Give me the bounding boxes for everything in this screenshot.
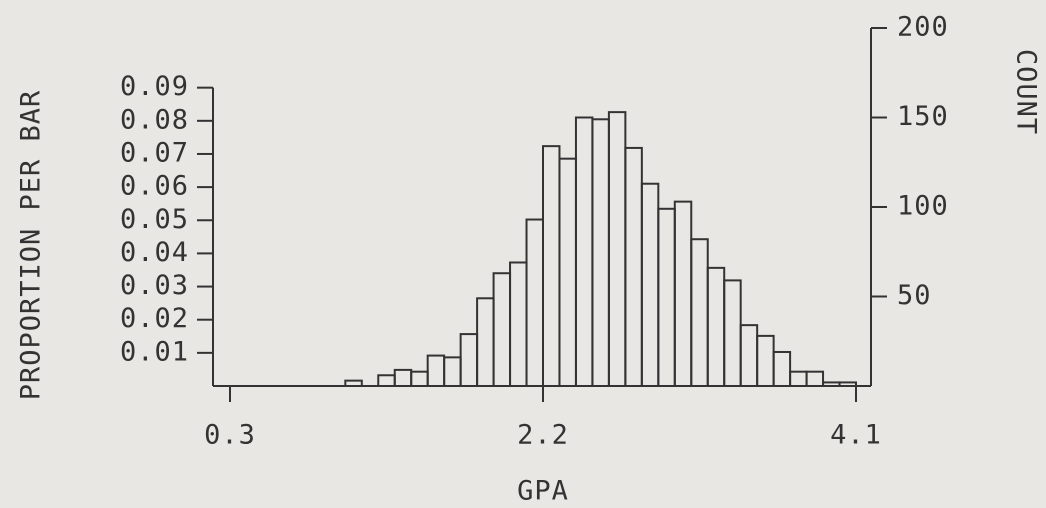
bar [607, 111, 627, 387]
y-axis-label: PROPORTION PER BAR [16, 90, 47, 401]
bar [393, 368, 413, 388]
y-tick-label: 0.04 [120, 237, 189, 268]
y-tick-label: 0.09 [120, 71, 189, 102]
x-tick-label: 2.2 [517, 420, 569, 451]
bar [542, 145, 561, 387]
bar [789, 370, 808, 387]
y-tick-label: 0.07 [120, 137, 189, 168]
bar [805, 370, 825, 387]
bar [509, 261, 528, 387]
bar [410, 370, 429, 387]
bar [459, 333, 479, 387]
y-tick-label: 0.02 [120, 303, 189, 334]
bar [476, 297, 495, 388]
bar [574, 116, 594, 387]
bar [756, 334, 775, 388]
bar [657, 207, 676, 387]
y-tick-label: 0.03 [120, 270, 189, 301]
bar [739, 324, 759, 388]
bar [838, 381, 857, 388]
bar [673, 200, 693, 387]
y-tick-label: 0.06 [120, 171, 189, 202]
bar [624, 146, 643, 387]
bar [822, 381, 841, 388]
bar [492, 272, 512, 388]
bar [706, 266, 726, 387]
bar [558, 157, 577, 387]
bar [426, 354, 446, 388]
bar [443, 356, 462, 387]
bar [723, 279, 742, 388]
bar [690, 238, 709, 387]
y-tick-label: 0.01 [120, 336, 189, 367]
y-tick-label: 0.08 [120, 104, 189, 135]
bar [377, 374, 396, 388]
y2-tick-label: 100 [897, 191, 949, 222]
bar [525, 218, 544, 387]
x-tick-label: 4.1 [830, 420, 882, 451]
bar [640, 182, 660, 387]
bar [344, 379, 363, 388]
x-axis-label: GPA [517, 476, 569, 507]
bar [772, 350, 792, 387]
y2-tick-label: 50 [897, 280, 932, 311]
y-tick-label: 0.05 [120, 204, 189, 235]
bar [591, 118, 610, 387]
y2-axis-label: COUNT [1011, 49, 1042, 135]
y2-tick-label: 200 [897, 12, 949, 43]
y2-tick-label: 150 [897, 101, 949, 132]
x-tick-label: 0.3 [204, 420, 256, 451]
